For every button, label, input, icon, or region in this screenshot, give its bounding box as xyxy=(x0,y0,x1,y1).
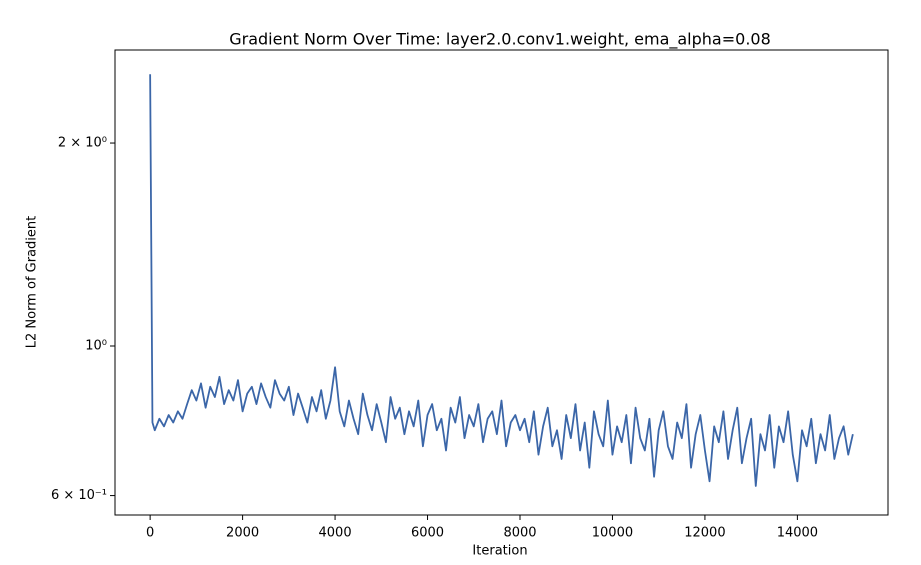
y-tick-label: 6 × 10⁻¹ xyxy=(51,488,107,503)
x-tick-label: 12000 xyxy=(684,526,725,541)
chart-title: Gradient Norm Over Time: layer2.0.conv1.… xyxy=(229,30,771,50)
x-tick-label: 6000 xyxy=(411,526,444,541)
y-axis-label: L2 Norm of Gradient xyxy=(25,216,40,348)
plot-frame xyxy=(114,49,889,516)
x-tick-label: 2000 xyxy=(226,526,259,541)
x-tick-label: 8000 xyxy=(503,526,536,541)
x-tick-label: 4000 xyxy=(319,526,352,541)
x-tick-label: 0 xyxy=(146,526,154,541)
x-tick-label: 10000 xyxy=(592,526,633,541)
x-axis-label: Iteration xyxy=(472,544,527,559)
data-line xyxy=(149,74,854,487)
y-tick-label: 2 × 10⁰ xyxy=(58,136,107,151)
y-tick-label: 10⁰ xyxy=(85,339,107,354)
x-tick-label: 14000 xyxy=(777,526,818,541)
